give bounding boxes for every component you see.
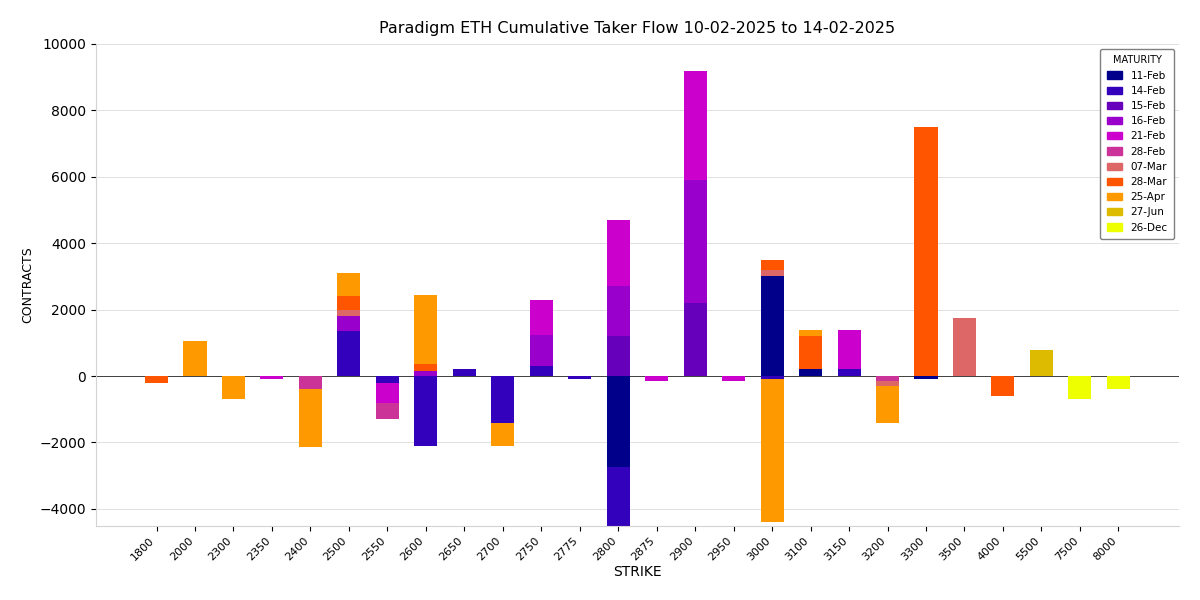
Bar xyxy=(761,277,784,376)
Bar xyxy=(607,220,630,286)
Bar xyxy=(684,303,707,376)
Bar xyxy=(761,270,784,277)
Bar xyxy=(607,336,630,376)
Bar xyxy=(337,331,360,376)
Bar xyxy=(646,376,668,381)
Bar xyxy=(838,329,860,370)
Bar xyxy=(607,541,630,544)
Bar xyxy=(953,318,976,376)
Bar xyxy=(222,376,245,400)
Bar xyxy=(452,370,476,376)
Bar xyxy=(184,341,206,376)
Bar xyxy=(761,376,784,379)
Bar xyxy=(299,376,322,389)
Bar xyxy=(337,310,360,316)
Bar xyxy=(337,316,360,331)
Bar xyxy=(838,370,860,376)
Bar xyxy=(529,299,553,335)
X-axis label: STRIKE: STRIKE xyxy=(613,565,661,579)
Bar xyxy=(761,260,784,270)
Bar xyxy=(414,376,437,446)
Bar xyxy=(299,389,322,448)
Bar xyxy=(376,383,398,403)
Bar xyxy=(991,376,1014,396)
Bar xyxy=(799,329,822,336)
Bar xyxy=(684,180,707,303)
Bar xyxy=(414,371,437,376)
Title: Paradigm ETH Cumulative Taker Flow 10-02-2025 to 14-02-2025: Paradigm ETH Cumulative Taker Flow 10-02… xyxy=(379,21,895,36)
Bar xyxy=(876,386,899,422)
Legend: 11-Feb, 14-Feb, 15-Feb, 16-Feb, 21-Feb, 28-Feb, 07-Mar, 28-Mar, 25-Apr, 27-Jun, : 11-Feb, 14-Feb, 15-Feb, 16-Feb, 21-Feb, … xyxy=(1100,49,1174,239)
Bar xyxy=(376,403,398,419)
Bar xyxy=(1030,350,1052,376)
Bar xyxy=(529,366,553,376)
Bar xyxy=(414,295,437,364)
Bar xyxy=(914,376,937,379)
Bar xyxy=(1106,376,1130,389)
Bar xyxy=(1068,376,1092,400)
Bar xyxy=(607,467,630,541)
Bar xyxy=(799,336,822,370)
Bar xyxy=(491,422,515,446)
Bar xyxy=(607,376,630,467)
Bar xyxy=(722,376,745,381)
Bar xyxy=(337,273,360,296)
Bar xyxy=(876,376,899,381)
Bar xyxy=(607,286,630,336)
Bar xyxy=(684,71,707,180)
Bar xyxy=(529,335,553,366)
Bar xyxy=(260,376,283,379)
Bar xyxy=(568,376,592,379)
Bar xyxy=(876,381,899,386)
Bar xyxy=(337,296,360,310)
Bar xyxy=(414,364,437,371)
Bar xyxy=(376,376,398,383)
Bar xyxy=(761,379,784,522)
Bar xyxy=(799,370,822,376)
Y-axis label: CONTRACTS: CONTRACTS xyxy=(20,247,34,323)
Bar xyxy=(145,376,168,383)
Bar xyxy=(914,127,937,376)
Bar xyxy=(491,376,515,422)
